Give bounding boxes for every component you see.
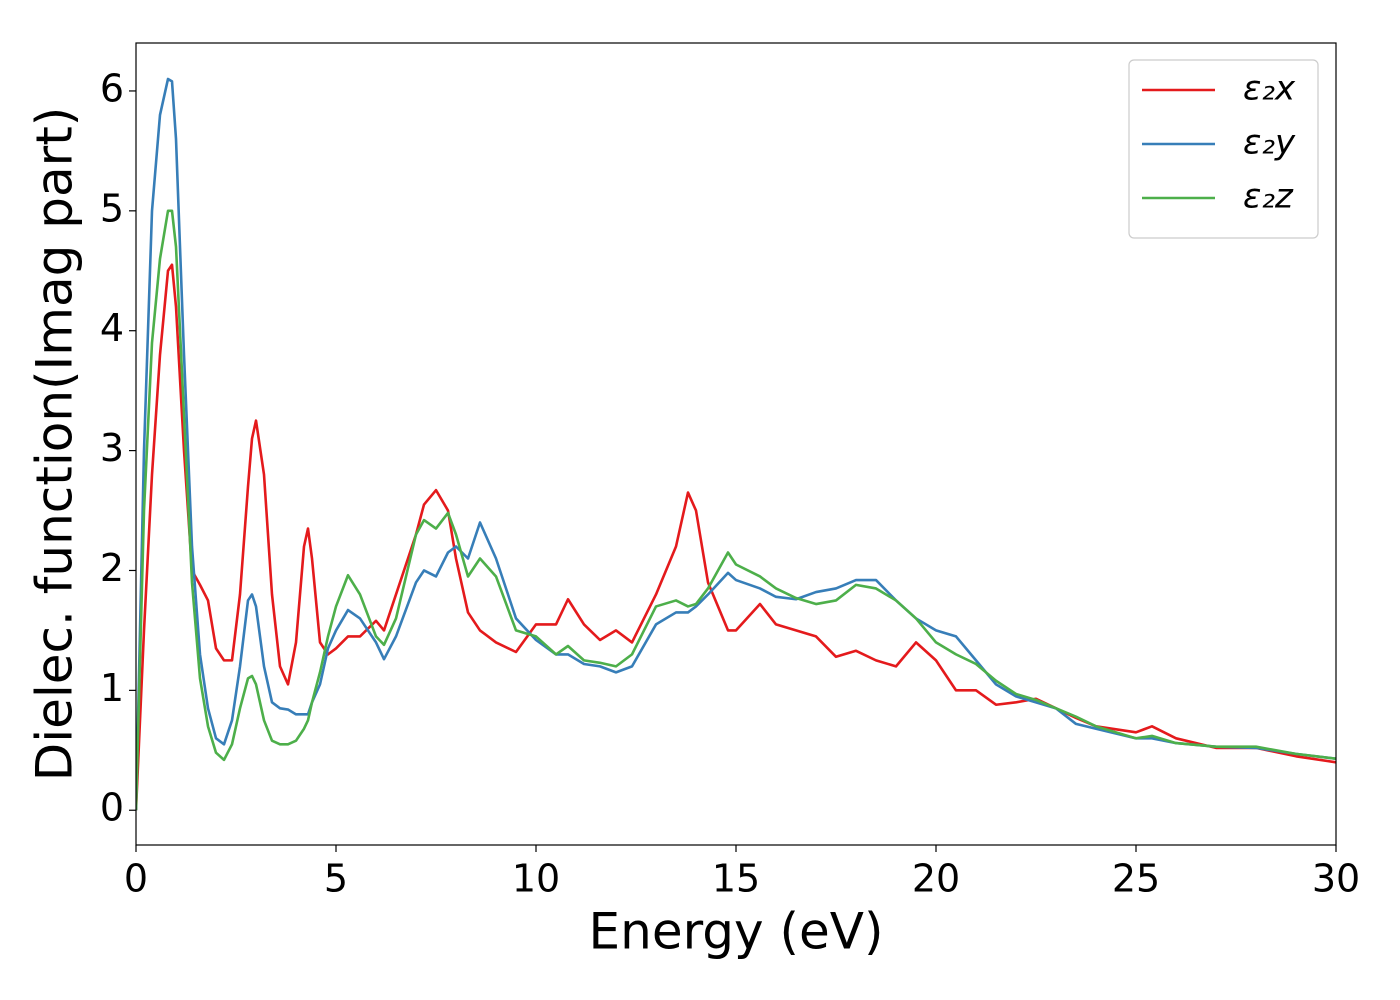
x-tick-label: 15 — [712, 857, 760, 901]
legend-box — [1128, 59, 1319, 239]
y-tick-label: 1 — [100, 666, 124, 710]
x-tick-label: 5 — [324, 857, 348, 901]
legend-label: ε₂x — [1243, 69, 1296, 109]
x-tick-label: 25 — [1112, 857, 1160, 901]
y-tick-label: 4 — [100, 306, 124, 350]
x-tick-label: 30 — [1312, 857, 1360, 901]
x-tick-label: 0 — [124, 857, 148, 901]
legend-label: ε₂y — [1243, 123, 1296, 163]
plot-frame — [135, 42, 1337, 846]
y-tick-label: 3 — [100, 426, 124, 470]
series-line — [136, 263, 1336, 811]
y-tick-label: 0 — [100, 786, 124, 830]
legend-label: ε₂z — [1243, 177, 1294, 217]
y-tick-label: 2 — [100, 546, 124, 590]
series-line — [136, 209, 1336, 811]
y-tick-label: 6 — [100, 66, 124, 110]
y-tick-label: 5 — [100, 186, 124, 230]
x-tick-label: 20 — [912, 857, 960, 901]
y-axis-label: Dielec. function(Imag part) — [26, 107, 84, 782]
series-line — [136, 77, 1336, 811]
x-tick-label: 10 — [512, 857, 560, 901]
x-axis-label: Energy (eV) — [589, 903, 884, 961]
